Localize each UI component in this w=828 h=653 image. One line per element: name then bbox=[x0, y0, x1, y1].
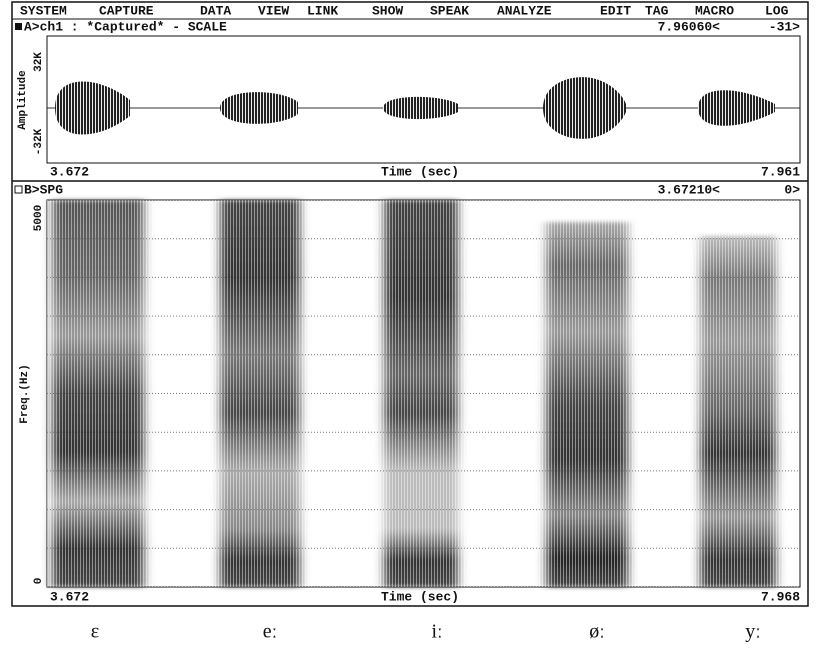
vowel-label: iː bbox=[431, 621, 442, 643]
menu-item[interactable]: SYSTEM bbox=[20, 3, 67, 18]
vowel-label: eː bbox=[263, 621, 277, 643]
spectrogram-texture bbox=[47, 200, 800, 587]
menu-item[interactable]: VIEW bbox=[258, 3, 289, 18]
menu-item[interactable]: LINK bbox=[307, 3, 338, 18]
cursor-value: -31> bbox=[769, 19, 800, 34]
menu-item[interactable]: CAPTURE bbox=[99, 3, 154, 18]
x-axis-label: Time (sec) bbox=[381, 164, 459, 179]
x-end-label: 7.968 bbox=[761, 589, 800, 604]
x-end-label: 7.961 bbox=[761, 164, 800, 179]
y-max-label: 5000 bbox=[33, 205, 45, 231]
panel-header: B>SPG bbox=[24, 182, 63, 197]
menu-item[interactable]: MACRO bbox=[695, 3, 734, 18]
menu-item[interactable]: SHOW bbox=[372, 3, 403, 18]
menu-item[interactable]: ANALYZE bbox=[497, 3, 552, 18]
y-axis-label: Amplitude bbox=[17, 70, 29, 130]
menu-item[interactable]: DATA bbox=[200, 3, 231, 18]
x-start-label: 3.672 bbox=[50, 589, 89, 604]
cursor-time: 3.67210< bbox=[658, 182, 721, 197]
menu-item[interactable]: LOG bbox=[765, 3, 789, 18]
waveform-frame bbox=[46, 35, 801, 164]
y-max-label: 32K bbox=[33, 52, 45, 72]
y-min-label: 0 bbox=[33, 578, 45, 585]
cursor-value: 0> bbox=[784, 182, 800, 197]
active-marker bbox=[15, 23, 22, 30]
menu-bar: SYSTEM CAPTURE DATA VIEW LINK SHOW SPEAK ANALYZ… bbox=[20, 3, 789, 18]
y-min-label: -32K bbox=[33, 128, 45, 155]
x-axis-label: Time (sec) bbox=[381, 589, 459, 604]
vowel-labels: ε eː iː øː yː bbox=[91, 621, 761, 643]
waveform bbox=[55, 77, 775, 139]
x-start-label: 3.672 bbox=[50, 164, 89, 179]
menu-item[interactable]: SPEAK bbox=[430, 3, 469, 18]
vowel-label: yː bbox=[745, 621, 761, 643]
menu-item[interactable]: TAG bbox=[645, 3, 669, 18]
window-frame bbox=[11, 1, 809, 607]
vowel-label: ε bbox=[91, 621, 99, 643]
menu-item[interactable]: EDIT bbox=[600, 3, 631, 18]
inactive-marker bbox=[14, 185, 23, 194]
y-axis-label: Freq.(Hz) bbox=[19, 364, 31, 423]
frequency-grid bbox=[47, 238, 800, 549]
cursor-time: 7.96060< bbox=[658, 19, 721, 34]
vowel-label: øː bbox=[589, 621, 605, 643]
panel-header: A>ch1 : *Captured* - SCALE bbox=[24, 19, 227, 34]
